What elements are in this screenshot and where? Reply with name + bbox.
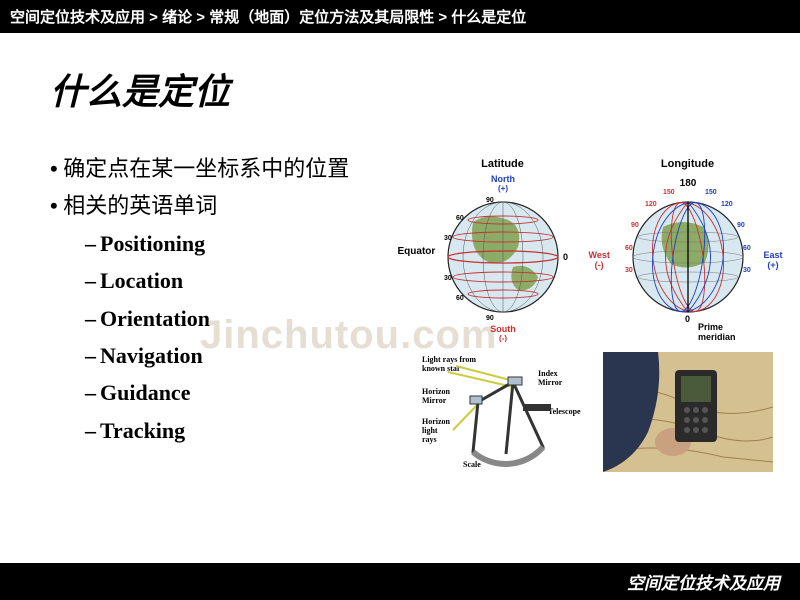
lat-tick: 30 bbox=[444, 235, 452, 242]
lon-tick: 90 bbox=[737, 222, 745, 229]
lat-tick: 60 bbox=[456, 215, 464, 222]
gps-btn bbox=[684, 417, 690, 423]
lon-prime2: meridian bbox=[698, 332, 736, 342]
lat-tick: 90 bbox=[486, 315, 494, 322]
lon-prime1: Prime bbox=[698, 322, 723, 332]
lon-tick: 90 bbox=[631, 222, 639, 229]
figures-area: Latitude North (+) bbox=[415, 158, 775, 477]
lat-tick: 90 bbox=[486, 197, 494, 204]
sextant-ray-1 bbox=[448, 372, 513, 387]
gps-figure bbox=[603, 352, 773, 477]
lon-east-label: East (+) bbox=[763, 250, 782, 270]
lat-tick: 30 bbox=[444, 275, 452, 282]
sextant-label: Horizon bbox=[422, 417, 451, 426]
sextant-label: Telescope bbox=[548, 407, 581, 416]
instruments-row: Light rays from known star Index Mirror … bbox=[415, 352, 775, 477]
sextant-label: Scale bbox=[463, 460, 481, 469]
sextant-label: light bbox=[422, 426, 438, 435]
sextant-label: Mirror bbox=[422, 396, 447, 405]
gps-btn bbox=[693, 427, 699, 433]
lon-tick: 60 bbox=[743, 245, 751, 252]
lat-equator-label: Equator bbox=[398, 246, 436, 257]
sextant-label: Index bbox=[538, 369, 558, 378]
lat-zero: 0 bbox=[563, 252, 568, 262]
gps-btn bbox=[684, 427, 690, 433]
lon-zero: 0 bbox=[685, 314, 690, 324]
sextant-figure: Light rays from known star Index Mirror … bbox=[418, 352, 588, 477]
lon-tick: 150 bbox=[705, 189, 717, 196]
sextant-svg: Light rays from known star Index Mirror … bbox=[418, 352, 588, 472]
lon-tick: 30 bbox=[625, 267, 633, 274]
sextant-arc bbox=[473, 447, 543, 464]
sextant-arm bbox=[506, 382, 513, 454]
lon-east-text: East bbox=[763, 250, 782, 260]
lon-tick: 150 bbox=[663, 189, 675, 196]
longitude-globe: Longitude 180 bbox=[603, 158, 773, 344]
slide-body: 什么是定位 确定点在某一坐标系中的位置 相关的英语单词 Positioning … bbox=[0, 33, 800, 563]
sextant-label: Horizon bbox=[422, 387, 451, 396]
sextant-label: known star bbox=[422, 364, 461, 373]
latitude-globe: Latitude North (+) bbox=[418, 158, 588, 344]
gps-btn bbox=[693, 417, 699, 423]
breadcrumb-text: 空间定位技术及应用 > 绪论 > 常规（地面）定位方法及其局限性 > 什么是定位 bbox=[10, 9, 526, 26]
sextant-horizon-mirror bbox=[470, 396, 482, 404]
gps-btn bbox=[702, 417, 708, 423]
lat-north-sign: (+) bbox=[498, 184, 508, 193]
sextant-label: rays bbox=[422, 435, 437, 444]
lat-tick: 60 bbox=[456, 295, 464, 302]
lat-title: Latitude bbox=[418, 158, 588, 170]
lon-tick: 120 bbox=[645, 201, 657, 208]
longitude-globe-svg: 180 150 bbox=[613, 172, 763, 342]
latitude-globe-svg: North (+) 30 bbox=[428, 172, 578, 342]
lon-east-sign: (+) bbox=[767, 260, 778, 270]
gps-btn bbox=[693, 407, 699, 413]
lat-north-label: North bbox=[491, 174, 515, 184]
globe-row: Latitude North (+) bbox=[415, 158, 775, 344]
breadcrumb-bar: 空间定位技术及应用 > 绪论 > 常规（地面）定位方法及其局限性 > 什么是定位 bbox=[0, 0, 800, 33]
gps-btn bbox=[702, 407, 708, 413]
lon-west-text: West bbox=[589, 250, 610, 260]
lon-title: Longitude bbox=[603, 158, 773, 170]
sextant-label: Mirror bbox=[538, 378, 563, 387]
lat-south-label: South bbox=[490, 324, 516, 334]
lon-tick: 120 bbox=[721, 201, 733, 208]
lon-tick: 60 bbox=[625, 245, 633, 252]
gps-screen bbox=[681, 376, 711, 402]
sextant-telescope bbox=[523, 404, 551, 411]
gps-svg bbox=[603, 352, 773, 472]
gps-btn bbox=[702, 427, 708, 433]
lon-west-label: West (-) bbox=[589, 250, 610, 270]
footer-bar: 空间定位技术及应用 bbox=[0, 563, 800, 600]
gps-btn bbox=[684, 407, 690, 413]
lon-west-sign: (-) bbox=[595, 260, 604, 270]
lon-tick: 30 bbox=[743, 267, 751, 274]
sextant-index-mirror bbox=[508, 377, 522, 385]
lat-south-sign: (-) bbox=[499, 334, 507, 342]
lon-180: 180 bbox=[679, 178, 696, 189]
sextant-label: Light rays from bbox=[422, 355, 476, 364]
slide-title: 什么是定位 bbox=[50, 63, 750, 115]
footer-text: 空间定位技术及应用 bbox=[627, 574, 780, 593]
